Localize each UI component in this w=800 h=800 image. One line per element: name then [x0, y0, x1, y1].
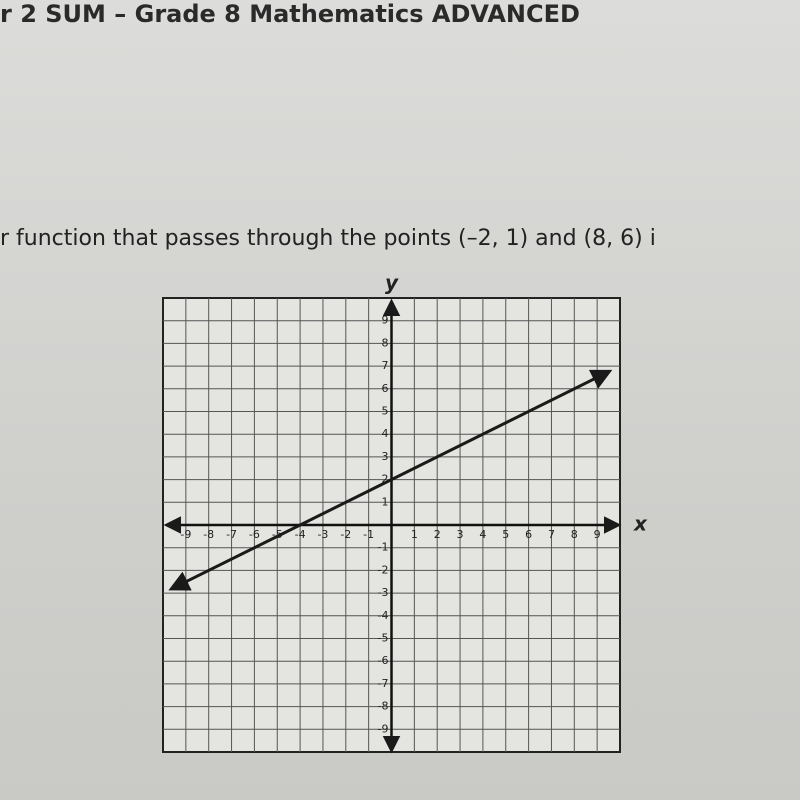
y-tick-label: -3 — [378, 586, 389, 599]
x-tick-label: -8 — [203, 528, 214, 541]
y-tick-label: -7 — [378, 677, 389, 690]
x-tick-label: 4 — [479, 528, 486, 541]
x-tick-label: 7 — [548, 528, 555, 541]
y-tick-label: 9 — [382, 314, 389, 327]
x-tick-label: -9 — [180, 528, 191, 541]
y-tick-label: -9 — [378, 722, 389, 735]
y-tick-label: 8 — [382, 336, 389, 349]
x-tick-label: -7 — [226, 528, 237, 541]
x-axis-label: x — [633, 512, 648, 536]
x-tick-label: 8 — [571, 528, 578, 541]
y-tick-label: -4 — [378, 609, 389, 622]
y-axis-label: y — [385, 271, 399, 295]
function-line — [168, 369, 613, 591]
y-tick-label: -8 — [378, 700, 389, 713]
x-tick-label: 3 — [457, 528, 464, 541]
x-tick-label: 2 — [434, 528, 441, 541]
x-tick-label: -6 — [249, 528, 260, 541]
y-tick-label: -1 — [378, 541, 389, 554]
y-tick-label: 6 — [382, 382, 389, 395]
y-tick-label: 5 — [382, 405, 389, 418]
y-tick-label: 4 — [382, 427, 389, 440]
y-tick-label: -2 — [378, 563, 389, 576]
x-tick-label: 6 — [525, 528, 532, 541]
header-title: r 2 SUM – Grade 8 Mathematics ADVANCED — [0, 0, 580, 28]
y-tick-label: 1 — [382, 495, 389, 508]
x-tick-label: 1 — [411, 528, 418, 541]
x-tick-label: 5 — [502, 528, 509, 541]
y-tick-label: -5 — [378, 632, 389, 645]
y-tick-label: 7 — [382, 359, 389, 372]
x-tick-label: -3 — [317, 528, 328, 541]
question-text: r function that passes through the point… — [0, 226, 656, 251]
x-tick-label: -1 — [363, 528, 374, 541]
y-tick-label: 3 — [382, 450, 389, 463]
y-tick-label: -6 — [378, 654, 389, 667]
x-tick-label: 9 — [594, 528, 601, 541]
x-tick-label: -4 — [295, 528, 306, 541]
x-tick-label: -2 — [340, 528, 351, 541]
